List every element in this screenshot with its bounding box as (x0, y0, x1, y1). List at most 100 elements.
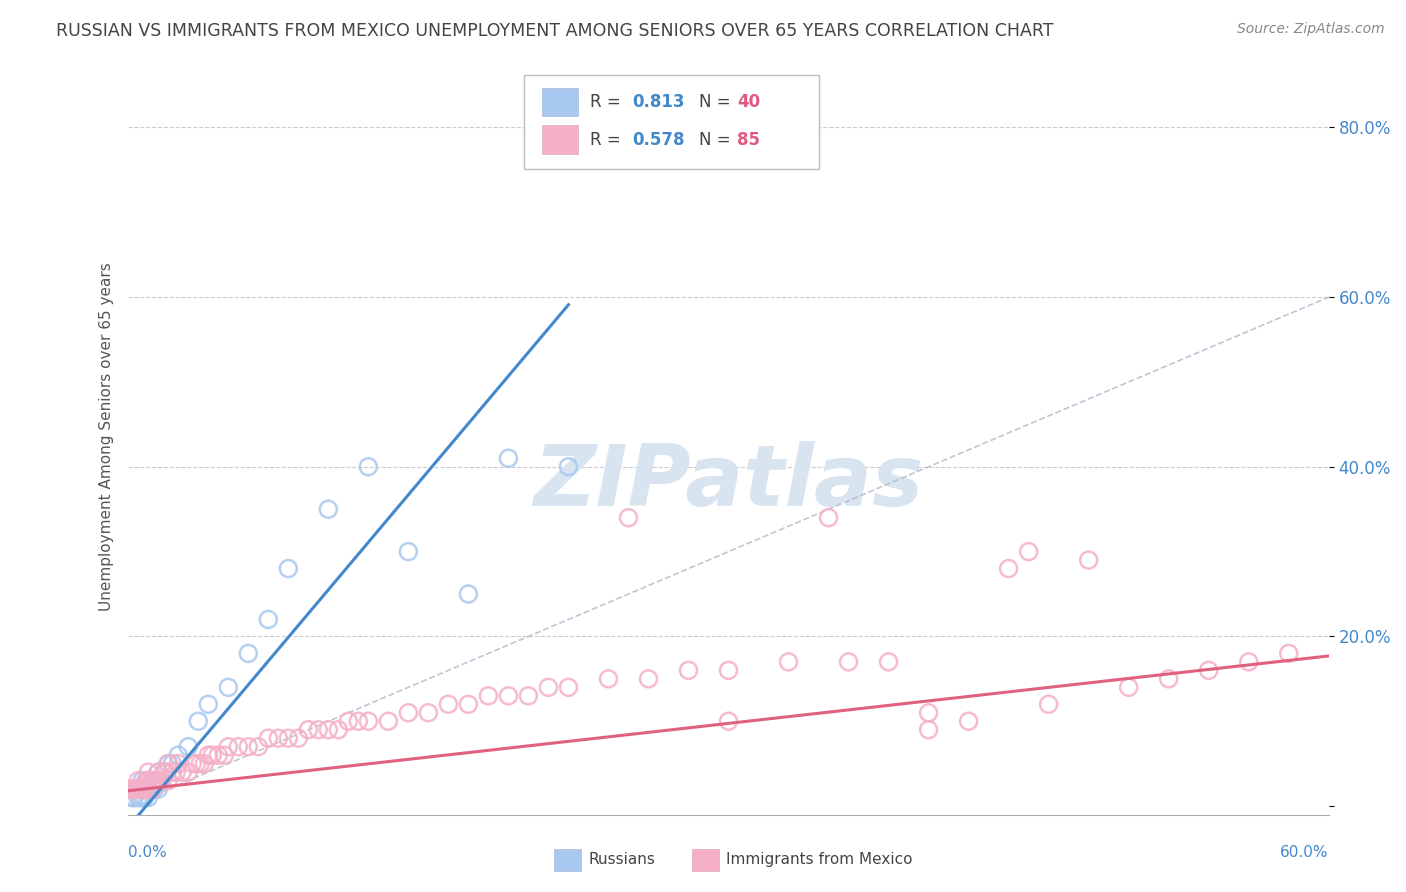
Point (153, 765, 176, 780)
FancyBboxPatch shape (524, 75, 818, 169)
Point (127, 782, 149, 797)
Point (167, 756, 190, 771)
Point (498, 689, 520, 703)
Point (122, 790, 145, 805)
Point (557, 459, 579, 474)
Point (148, 765, 170, 780)
Point (537, 681, 560, 695)
Text: N =: N = (699, 93, 730, 111)
Point (477, 689, 499, 703)
Point (136, 773, 159, 788)
Bar (543, 125, 578, 154)
Point (1278, 646, 1301, 660)
Point (134, 782, 156, 797)
Point (257, 612, 280, 626)
Point (1237, 655, 1260, 669)
Point (188, 756, 211, 771)
Point (1018, 544, 1040, 558)
Point (498, 451, 520, 466)
Text: 60.0%: 60.0% (1281, 845, 1329, 860)
Text: Immigrants from Mexico: Immigrants from Mexico (725, 853, 912, 867)
Point (637, 672, 659, 686)
Point (277, 731, 299, 746)
Point (127, 790, 149, 805)
Point (377, 714, 399, 729)
Text: ZIPatlas: ZIPatlas (533, 441, 924, 524)
Point (207, 748, 229, 763)
Point (1198, 664, 1220, 678)
Point (193, 756, 215, 771)
Point (187, 714, 209, 729)
Point (141, 773, 163, 788)
Point (131, 790, 153, 805)
Point (121, 790, 143, 805)
Point (135, 773, 157, 788)
Point (357, 459, 380, 474)
Bar (693, 848, 718, 871)
Point (217, 681, 239, 695)
Point (917, 723, 939, 737)
Point (957, 714, 980, 729)
Point (287, 731, 309, 746)
Point (125, 782, 148, 797)
Point (148, 782, 170, 797)
Point (201, 748, 224, 763)
Point (127, 782, 149, 797)
Point (217, 739, 239, 754)
Point (267, 731, 290, 746)
Point (155, 765, 177, 780)
Text: RUSSIAN VS IMMIGRANTS FROM MEXICO UNEMPLOYMENT AMONG SENIORS OVER 65 YEARS CORRE: RUSSIAN VS IMMIGRANTS FROM MEXICO UNEMPL… (56, 22, 1053, 40)
Point (150, 773, 173, 788)
Point (181, 756, 204, 771)
Point (817, 510, 839, 524)
Point (134, 782, 156, 797)
Text: 0.0%: 0.0% (128, 845, 167, 860)
Point (162, 756, 184, 771)
Point (143, 782, 166, 797)
Point (678, 664, 700, 678)
Point (197, 748, 219, 763)
Point (145, 773, 167, 788)
Point (157, 756, 180, 771)
Point (197, 698, 219, 712)
Point (396, 706, 419, 720)
Point (318, 502, 340, 516)
Point (120, 782, 142, 797)
Point (457, 587, 479, 601)
Point (186, 756, 208, 771)
Point (226, 739, 249, 754)
Point (141, 782, 163, 797)
Point (149, 773, 172, 788)
Point (247, 739, 270, 754)
Point (167, 748, 190, 763)
Text: Russians: Russians (588, 853, 655, 867)
Point (877, 655, 900, 669)
Point (517, 689, 540, 703)
Point (131, 782, 153, 797)
Text: 85: 85 (737, 130, 759, 149)
Point (145, 773, 167, 788)
Point (141, 773, 163, 788)
Point (717, 714, 740, 729)
Point (717, 664, 740, 678)
Point (162, 765, 184, 780)
Point (917, 706, 939, 720)
Point (157, 773, 180, 788)
Point (136, 790, 159, 805)
Point (148, 765, 170, 780)
Point (129, 790, 152, 805)
Point (165, 765, 187, 780)
Point (177, 765, 200, 780)
Point (778, 655, 800, 669)
Point (297, 723, 319, 737)
Point (617, 510, 640, 524)
Y-axis label: Unemployment Among Seniors over 65 years: Unemployment Among Seniors over 65 years (100, 263, 114, 611)
Point (122, 782, 145, 797)
Point (1038, 698, 1060, 712)
Point (172, 765, 194, 780)
Point (1077, 553, 1099, 567)
Point (136, 773, 159, 788)
Point (149, 773, 172, 788)
Point (135, 773, 157, 788)
Point (153, 765, 176, 780)
